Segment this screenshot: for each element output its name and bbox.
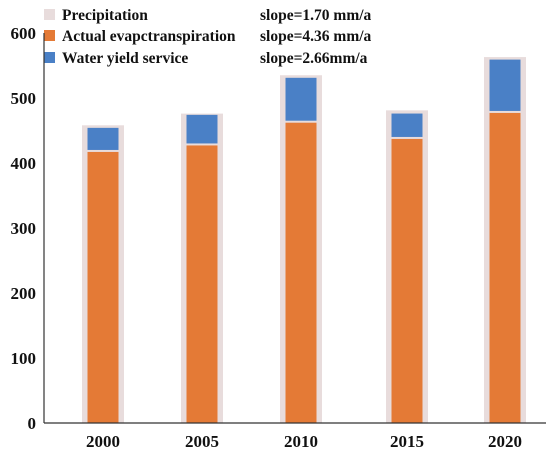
y-tick-label-0: 0 [28, 414, 37, 433]
legend-slope-precipitation: slope=1.70 mm/a [260, 7, 372, 24]
legend: Precipitation slope=1.70 mm/a Actual eva… [44, 7, 372, 67]
bar-water-yield-2000 [87, 127, 119, 150]
legend-swatch-water-yield [44, 52, 55, 63]
y-tick-label-100: 100 [11, 349, 37, 368]
bar-evapotranspiration-2005 [186, 145, 218, 423]
bar-water-yield-2015 [391, 113, 423, 137]
bar-water-yield-2005 [186, 114, 218, 144]
legend-slope-evapotranspiration: slope=4.36 mm/a [260, 28, 372, 45]
bar-evapotranspiration-2015 [391, 138, 423, 423]
legend-label-precipitation: Precipitation [62, 7, 148, 24]
bar-evapotranspiration-2020 [489, 112, 521, 423]
x-tick-label-2010: 2010 [284, 432, 318, 451]
y-tick-label-200: 200 [11, 284, 37, 303]
plot-area [82, 57, 526, 424]
legend-swatch-evapotranspiration [44, 30, 55, 41]
x-tick-label-2015: 2015 [390, 432, 424, 451]
y-tick-label-600: 600 [11, 24, 37, 43]
legend-swatch-precipitation [44, 9, 55, 20]
x-tick-label-2000: 2000 [86, 432, 120, 451]
legend-label-water-yield: Water yield service [62, 50, 188, 67]
y-tick-label-500: 500 [11, 89, 37, 108]
bar-evapotranspiration-2000 [87, 151, 119, 423]
x-tick-label-2005: 2005 [185, 432, 219, 451]
legend-label-evapotranspiration: Actual evapctranspiration [62, 28, 236, 45]
x-tick-label-2020: 2020 [488, 432, 522, 451]
axes: 0 100 200 300 400 500 600 2000 2005 2010 2015 2020 [11, 24, 546, 451]
y-tick-label-300: 300 [11, 219, 37, 238]
bar-evapotranspiration-2010 [285, 122, 317, 423]
bar-water-yield-2020 [489, 59, 521, 111]
legend-slope-water-yield: slope=2.66mm/a [260, 50, 368, 67]
y-tick-label-400: 400 [11, 154, 37, 173]
bar-water-yield-2010 [285, 77, 317, 121]
